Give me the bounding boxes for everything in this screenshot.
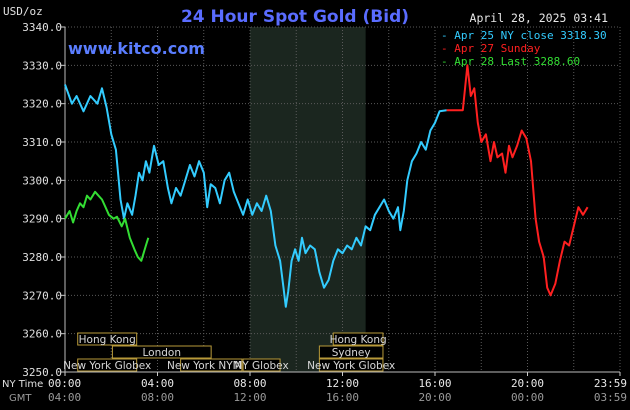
- ny-time-row-label: NY Time: [2, 379, 43, 390]
- x-tick-label-gmt: 12:00: [233, 391, 266, 404]
- session-label: London: [143, 347, 182, 359]
- session-bar: [318, 345, 384, 359]
- y-tick-label: 3250.0: [22, 366, 62, 379]
- x-tick-label-ny: 00:00: [48, 377, 81, 390]
- x-tick-label-gmt: 04:00: [48, 391, 81, 404]
- x-tick-label-ny: 20:00: [511, 377, 544, 390]
- gmt-row-label: GMT: [9, 393, 32, 404]
- y-tick-label: 3330.0: [22, 59, 62, 72]
- session-highlight-band: [250, 27, 366, 372]
- session-bar: [77, 332, 138, 346]
- x-tick-label-ny: 04:00: [141, 377, 174, 390]
- y-tick-label: 3310.0: [22, 136, 62, 149]
- x-tick-label-ny: 23:59: [594, 377, 627, 390]
- y-tick-label: 3260.0: [22, 328, 62, 341]
- session-bar: [318, 358, 384, 372]
- legend-entry: - Apr 25 NY close 3318.30: [441, 29, 607, 42]
- session-bar: [242, 358, 281, 372]
- x-tick-label-gmt: 16:00: [326, 391, 359, 404]
- y-tick-label: 3320.0: [22, 98, 62, 111]
- website-label: www.kitco.com: [68, 39, 205, 58]
- y-tick-label: 3280.0: [22, 251, 62, 264]
- timestamp: April 28, 2025 03:41: [470, 11, 609, 25]
- session-bar: [77, 358, 138, 372]
- session-bar: [180, 358, 243, 372]
- x-tick-label-gmt: 00:00: [511, 391, 544, 404]
- session-label: Hong Kong: [330, 334, 387, 346]
- session-bar: [332, 332, 384, 346]
- session-label: Hong Kong: [79, 334, 136, 346]
- x-tick-label-gmt: 08:00: [141, 391, 174, 404]
- x-tick-label-gmt: 03:59: [594, 391, 627, 404]
- series-line-1: [64, 84, 447, 308]
- unit-label: USD/oz: [3, 5, 43, 18]
- y-tick-label: 3270.0: [22, 289, 62, 302]
- x-tick-label-gmt: 20:00: [418, 391, 451, 404]
- series-line-3: [64, 190, 150, 262]
- x-tick-label-ny: 16:00: [418, 377, 451, 390]
- y-tick-label: 3290.0: [22, 213, 62, 226]
- session-bar: [111, 345, 212, 359]
- legend-entry: - Apr 28 Last 3288.60: [441, 55, 580, 68]
- x-tick-label-ny: 12:00: [326, 377, 359, 390]
- session-label: New York Globex: [63, 360, 151, 372]
- session-label: NY Globex: [234, 360, 288, 372]
- session-label: New York Globex: [307, 360, 395, 372]
- x-tick-label-ny: 08:00: [233, 377, 266, 390]
- chart-title: 24 Hour Spot Gold (Bid): [181, 7, 409, 27]
- y-tick-label: 3340.0: [22, 21, 62, 34]
- session-label: Sydney: [332, 347, 371, 359]
- session-label: New York NYMEX: [167, 360, 256, 372]
- series-line-2: [446, 64, 589, 297]
- y-tick-label: 3300.0: [22, 174, 62, 187]
- legend-entry: - Apr 27 Sunday: [441, 42, 541, 55]
